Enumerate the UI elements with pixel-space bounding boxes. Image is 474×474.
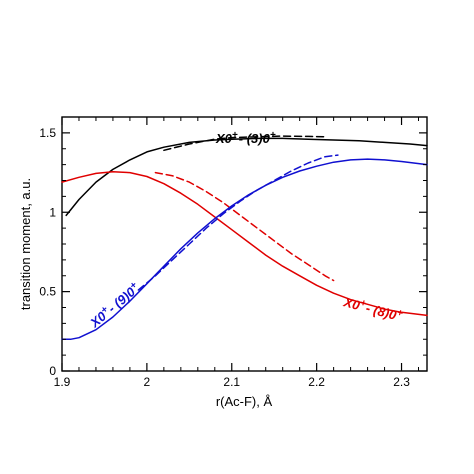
annotation-base: X0 [341,294,362,313]
x-tick-label: 2 [144,375,151,389]
annotation-sup: + [128,280,140,292]
y-axis-title: transition moment, a.u. [18,178,33,310]
annotation-sup: + [232,130,238,141]
y-tick-label: 1.5 [39,126,56,140]
annotation-x0-3-0: X0+- (3)0+ [215,130,276,146]
y-tick-labels: 0 0.5 1 1.5 [39,126,56,378]
annotation-mid: - (8)0 [364,300,399,323]
annotation-sup: + [99,304,111,316]
x-axis-title: r(Ac-F), Å [216,394,273,409]
series-line-a2-solid [61,171,428,317]
series-line-a1-solid [65,137,428,217]
annotation-x0-8-0: X0+- (8)0+ [341,293,404,324]
tick-layer [61,116,427,372]
annotation-base: X0 [215,131,233,146]
series-line-a1-dashed [163,135,326,152]
series-line-a3-dashed [137,154,339,291]
x-tick-label: 1.9 [54,375,71,389]
annotation-sup: + [359,298,368,310]
annotation-x0-9-0: X0+- (9)0+ [86,280,143,331]
y-tick-label: 1 [49,205,56,219]
annotation-sup: + [270,130,276,141]
x-tick-labels: 1.9 2 2.1 2.2 2.3 [54,375,411,389]
x-tick-label: 2.1 [223,375,240,389]
series-line-a3-solid [61,158,428,341]
series-line-a2-dashed [154,171,335,282]
annotation-mid: - (3)0 [239,131,271,146]
series-layer [61,135,428,341]
x-tick-label: 2.3 [393,375,410,389]
y-tick-label: 0.5 [39,285,56,299]
plot-area-frame [61,116,428,372]
annotation-sup: + [395,307,404,319]
x-tick-label: 2.2 [308,375,325,389]
y-tick-label: 0 [49,364,56,378]
